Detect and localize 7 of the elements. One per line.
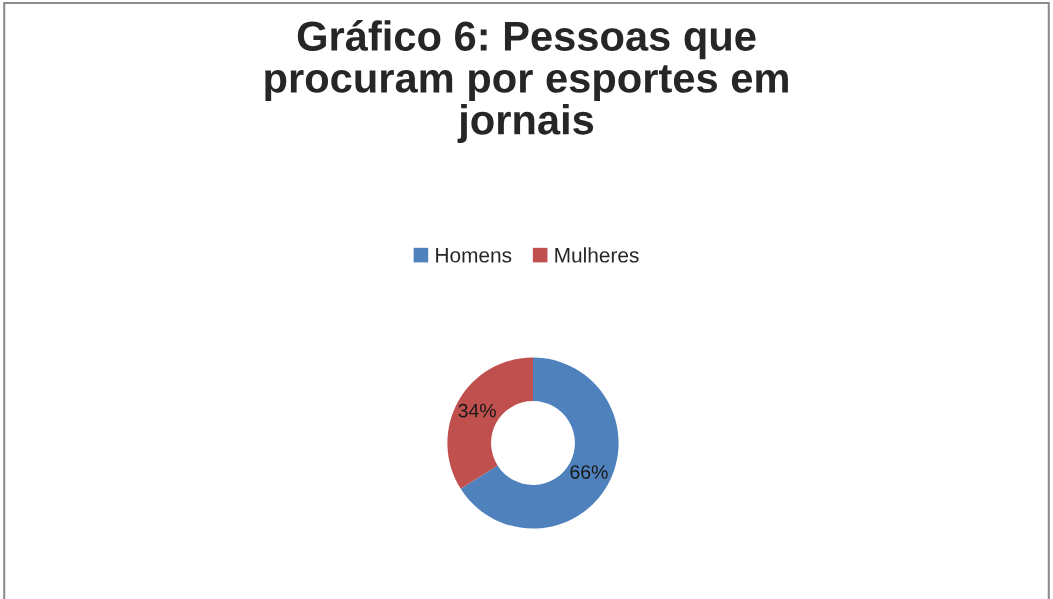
donut-slice [460, 357, 619, 529]
chart-title: Gráfico 6: Pessoas que procuram por esportes em jornais [265, 20, 788, 143]
data-label: 34% [458, 403, 496, 418]
data-label: 66% [570, 465, 608, 479]
legend-label: Mulheres [555, 247, 639, 263]
donut-slice [447, 357, 533, 489]
legend-label: Homens [436, 248, 512, 263]
